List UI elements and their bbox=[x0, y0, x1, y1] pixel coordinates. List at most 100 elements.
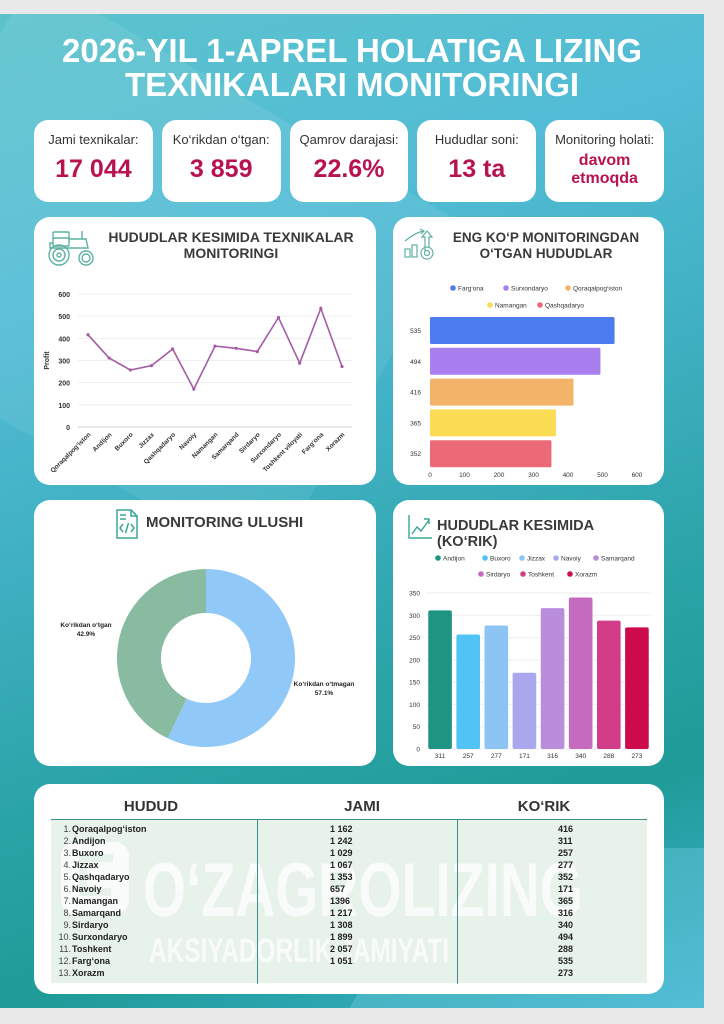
total-value: 1 353 bbox=[330, 872, 353, 882]
x-tick-label: 273 bbox=[632, 753, 643, 760]
table-row: 12. Farg‘ona 1 051 535 bbox=[51, 956, 647, 967]
column-divider bbox=[457, 820, 458, 984]
data-point bbox=[128, 368, 132, 372]
row-number: 8. bbox=[63, 908, 71, 918]
line-chart-card: HUDUDLAR KESIMIDA TEXNIKALAR MONITORINGI… bbox=[34, 217, 376, 485]
bar bbox=[625, 627, 649, 749]
y-tick-label: 200 bbox=[409, 657, 420, 664]
region-name: Andijon bbox=[72, 836, 106, 846]
y-tick-label: 350 bbox=[409, 591, 420, 598]
data-point bbox=[86, 333, 90, 337]
inspected-value: 257 bbox=[558, 848, 574, 858]
row-number: 7. bbox=[63, 896, 71, 906]
line-chart: 0 100 200 300 400 500 600 Profit Qoraqalpog‘isto… bbox=[44, 292, 352, 474]
legend-label: Andijon bbox=[443, 556, 465, 563]
legend-swatch bbox=[537, 302, 543, 308]
row-number: 5. bbox=[63, 872, 71, 882]
kpi-label: Hududlar soni: bbox=[434, 132, 519, 147]
y-axis-label: Profit bbox=[44, 351, 51, 370]
x-tick-label: 400 bbox=[563, 472, 574, 479]
vbar-chart-title: HUDUDLAR KESIMIDA (KO‘RIK) bbox=[437, 518, 594, 550]
x-tick-label: 0 bbox=[428, 472, 432, 479]
total-value: 1 067 bbox=[330, 860, 353, 870]
hbar-chart-card: ENG KO‘P MONITORINGDAN O‘TGAN HUDUDLAR F… bbox=[393, 217, 664, 485]
bar bbox=[428, 610, 452, 749]
y-tick-label: 0 bbox=[66, 425, 70, 432]
kpi-value-line-2: etmoqda bbox=[571, 170, 638, 187]
legend-swatch bbox=[565, 285, 571, 291]
x-tick-label: 200 bbox=[494, 472, 505, 479]
donut-chart-title: MONITORING ULUSHI bbox=[146, 514, 304, 531]
title-line-1: 2026-YIL 1-APREL HOLATIGA LIZING bbox=[61, 32, 643, 69]
x-tick-label: Xorazm bbox=[325, 431, 347, 453]
total-value: 1 308 bbox=[330, 920, 353, 930]
x-tick-label: Andijon bbox=[92, 431, 114, 453]
total-value: 1 217 bbox=[330, 908, 353, 918]
poster: 2026-YIL 1-APREL HOLATIGA LIZING TEXNIKA… bbox=[0, 14, 704, 1008]
donut-chart-card: MONITORING ULUSHI Ko‘rikdan o‘tmagan 57.1… bbox=[34, 500, 376, 766]
bar bbox=[430, 317, 615, 344]
x-tick-label: 500 bbox=[597, 472, 608, 479]
x-tick-label: Qoraqalpog‘iston bbox=[49, 431, 92, 474]
kpi-monitoring-status: Monitoring holati: davom etmoqda bbox=[545, 120, 664, 202]
table-row: 13. Xorazm 273 bbox=[51, 968, 647, 979]
bar bbox=[484, 625, 509, 749]
table-row: 9. Sirdaryo 1 308 340 bbox=[51, 920, 647, 931]
total-value: 2 057 bbox=[330, 944, 353, 954]
table-body: O‘ZAGROLIZING AKSIYADORLIK JAMIYATI 1. Qo… bbox=[51, 819, 647, 984]
kpi-value: davom etmoqda bbox=[571, 152, 638, 188]
legend-label: Samarqand bbox=[601, 556, 635, 563]
y-tick-label: 500 bbox=[58, 314, 70, 321]
code-document-icon bbox=[116, 509, 138, 539]
legend-label: Xorazm bbox=[575, 572, 597, 579]
total-value: 1 242 bbox=[330, 836, 353, 846]
kpi-value: 17 044 bbox=[55, 155, 132, 183]
table-row: 6. Navoiy 657 171 bbox=[51, 884, 647, 895]
region-name: Jizzax bbox=[72, 860, 99, 870]
inspected-value: 288 bbox=[558, 944, 574, 954]
hbar-chart-title: ENG KO‘P MONITORINGDAN O‘TGAN HUDUDLAR bbox=[441, 230, 651, 262]
x-tick-label: Farg‘ona bbox=[301, 431, 326, 456]
regions-table: HUDUD JAMI KO‘RIK O‘ZAGROLIZING AKSIYADO… bbox=[34, 784, 664, 994]
region-name: Sirdaryo bbox=[72, 920, 109, 930]
region-name: Qashqadaryo bbox=[72, 872, 130, 882]
total-value: 1 162 bbox=[330, 824, 353, 834]
kpi-label: Qamrov darajasi: bbox=[299, 132, 399, 147]
x-tick-label: 311 bbox=[435, 753, 446, 760]
y-tick-label: 100 bbox=[58, 403, 70, 410]
row-number: 3. bbox=[63, 848, 71, 858]
inspected-value: 416 bbox=[558, 824, 574, 834]
row-number: 10. bbox=[58, 932, 71, 942]
table-row: 5. Qashqadaryo 1 353 352 bbox=[51, 872, 647, 883]
y-tick-label: 0 bbox=[416, 747, 420, 754]
bar bbox=[540, 608, 565, 749]
x-tick-label: 300 bbox=[528, 472, 539, 479]
data-point bbox=[276, 315, 281, 320]
data-point bbox=[171, 347, 175, 351]
series-line bbox=[87, 306, 343, 391]
x-tick-label: 316 bbox=[547, 753, 558, 760]
donut-slice bbox=[167, 569, 295, 747]
bar bbox=[512, 672, 537, 749]
line-chart-title: HUDUDLAR KESIMIDA TEXNIKALAR MONITORINGI bbox=[96, 229, 366, 261]
legend-swatch bbox=[567, 571, 573, 577]
region-name: Navoiy bbox=[72, 884, 102, 894]
data-point bbox=[234, 346, 238, 350]
x-tick-label: 277 bbox=[491, 753, 502, 760]
data-point bbox=[107, 356, 111, 360]
line-chart-title-line-2: MONITORINGI bbox=[183, 245, 279, 261]
region-name: Namangan bbox=[72, 896, 119, 906]
kpi-inspected: Ko‘rikdan o‘tgan: 3 859 bbox=[161, 120, 281, 202]
data-point bbox=[298, 361, 302, 365]
legend-label: Namangan bbox=[495, 303, 527, 310]
line-graph-icon bbox=[408, 515, 432, 539]
region-name: Samarqand bbox=[72, 908, 122, 918]
legend-swatch bbox=[478, 571, 484, 577]
row-number: 11. bbox=[59, 944, 71, 954]
total-value: 1 051 bbox=[330, 956, 353, 966]
total-value: 657 bbox=[330, 884, 346, 894]
x-tick-label: Toshkent viloyati bbox=[262, 431, 304, 473]
row-number: 6. bbox=[63, 884, 71, 894]
tractor-icon bbox=[48, 231, 94, 266]
slice-value-label: 57.1% bbox=[315, 690, 334, 697]
